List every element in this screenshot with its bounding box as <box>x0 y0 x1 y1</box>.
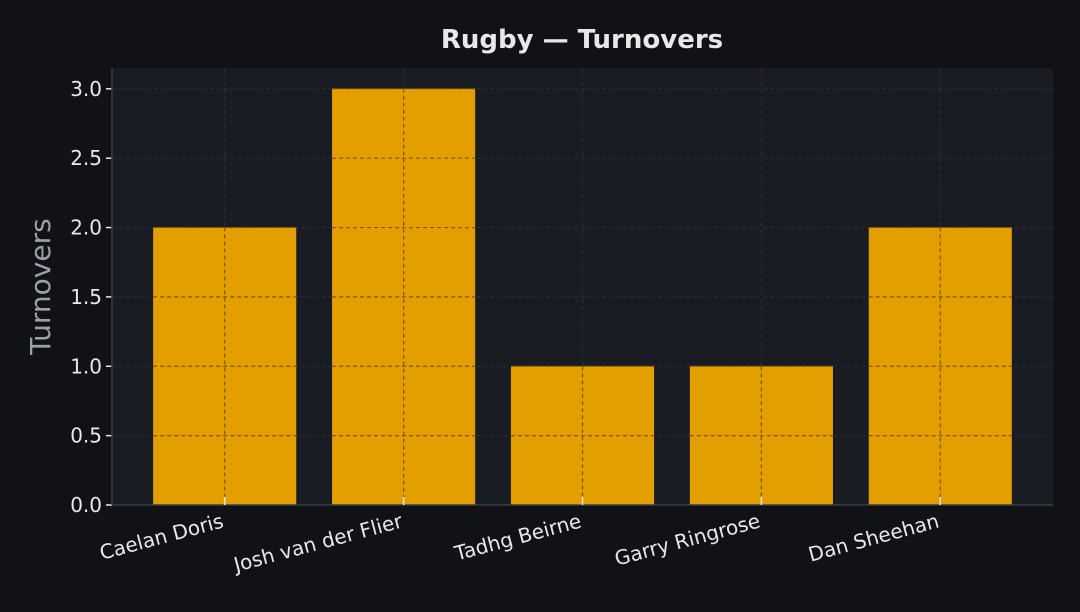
y-tick-label: 2.0 <box>70 216 102 240</box>
y-tick-label: 3.0 <box>70 77 102 101</box>
y-tick-label: 1.0 <box>70 354 102 378</box>
x-tick-label: Caelan Doris <box>97 509 226 565</box>
y-axis-label: Turnovers <box>24 218 57 355</box>
y-tick-label: 2.5 <box>70 146 102 170</box>
y-tick-label: 0.0 <box>70 493 102 517</box>
x-tick-label: Dan Sheehan <box>806 509 942 567</box>
x-tick-label: Tadhg Beirne <box>451 509 584 566</box>
chart-title: Rugby — Turnovers <box>441 25 723 55</box>
y-tick-label: 1.5 <box>70 285 102 309</box>
bar-grid-overlay <box>153 88 1012 505</box>
y-tick-label: 0.5 <box>70 424 102 448</box>
x-tick-label: Garry Ringrose <box>612 509 763 571</box>
x-tick-label: Josh van der Flier <box>229 508 405 577</box>
